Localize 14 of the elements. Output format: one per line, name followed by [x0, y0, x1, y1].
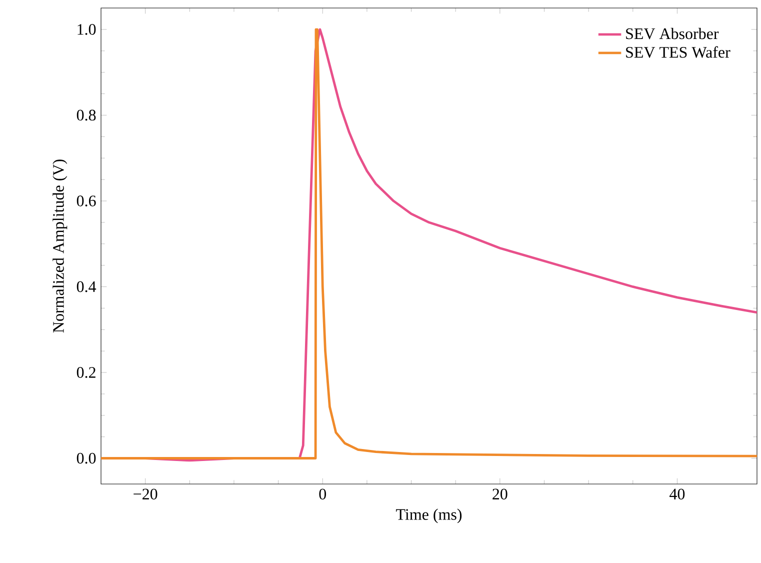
x-axis-title: Time (ms) — [396, 508, 462, 524]
legend-label: SEV Absorber — [626, 28, 719, 40]
y-tick-label: 0.2 — [76, 367, 96, 378]
y-tick-label: 0.0 — [76, 452, 96, 464]
y-tick-label: 0.6 — [76, 196, 96, 206]
y-tick-label: 0.8 — [76, 110, 96, 121]
x-tick-label: 20 — [492, 488, 508, 500]
legend-label: SEV TES Wafer — [626, 46, 730, 58]
x-tick-label: 0 — [319, 488, 326, 500]
y-tick-label: 1.0 — [78, 24, 96, 35]
x-tick-label: 40 — [670, 488, 685, 500]
y-tick-label: 0.4 — [76, 281, 96, 292]
y-axis-title: Normalized Amplitude (V) — [52, 160, 68, 333]
x-tick-label: −20 — [134, 488, 158, 500]
